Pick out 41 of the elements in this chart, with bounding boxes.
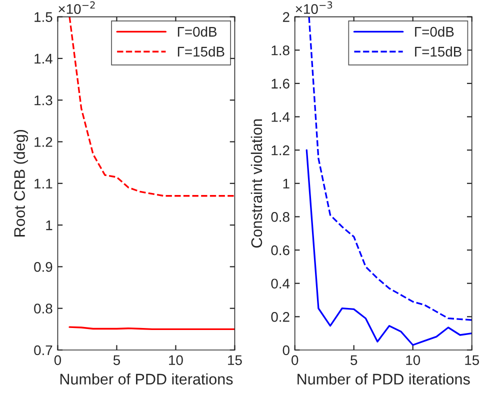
- y-tick-label: 1.1: [34, 178, 52, 188]
- y-tick-label: 1.2: [34, 137, 52, 147]
- y-tick-label: 1: [46, 220, 52, 230]
- x-tick-label: 15: [465, 355, 480, 366]
- y-tick-label: 0.9: [34, 262, 52, 272]
- y-tick-label: 1.2: [272, 145, 290, 156]
- x-tick-label: 5: [113, 355, 120, 366]
- legend-label: Γ=15dB: [178, 46, 224, 57]
- legend-label: Γ=0dB: [415, 26, 454, 37]
- line-series: [308, 16, 472, 321]
- x-tick-label: 0: [54, 355, 62, 366]
- y-tick-label: 1.3: [34, 95, 52, 106]
- y-tick-label: 1.6: [272, 78, 290, 89]
- y-tick-label: 0.2: [271, 312, 290, 322]
- x-tick-label: 10: [406, 355, 420, 366]
- x-axis-title: Number of PDD iterations: [298, 373, 470, 385]
- y-tick-label: 1.8: [272, 45, 290, 56]
- y-tick-label: 0.7: [34, 345, 52, 356]
- line-series: [306, 149, 472, 346]
- y-tick-label: 0: [282, 345, 290, 356]
- y-tick-label: 1.4: [34, 54, 52, 64]
- x-tick-label: 10: [169, 355, 183, 366]
- y-axis-title: Root CRB (deg): [14, 130, 28, 236]
- y-tick-label: 1.4: [272, 112, 290, 122]
- y-tick-label: 0.6: [271, 245, 290, 256]
- y-tick-label: 0.4: [271, 278, 290, 289]
- y-axis-title: Constraint violation: [250, 119, 262, 248]
- text: ×10$^{−2}$: [58, 1, 95, 14]
- legend-label: Γ=15dB: [415, 46, 462, 57]
- y-tick-label: 1.5: [34, 12, 52, 22]
- y-tick-label: 0.8: [271, 212, 290, 222]
- x-tick-label: 5: [350, 355, 358, 366]
- text: ×10$^{−3}$: [296, 1, 332, 14]
- x-tick-label: 0: [292, 355, 298, 366]
- x-tick-label: 15: [228, 355, 242, 366]
- y-tick-label: 0.8: [34, 304, 52, 314]
- y-tick-label: 1: [283, 178, 290, 188]
- line-series: [68, 16, 235, 197]
- legend-label: Γ=0dB: [178, 26, 217, 37]
- y-tick-label: 2: [282, 12, 290, 22]
- x-axis-title: Number of PDD iterations: [60, 373, 233, 385]
